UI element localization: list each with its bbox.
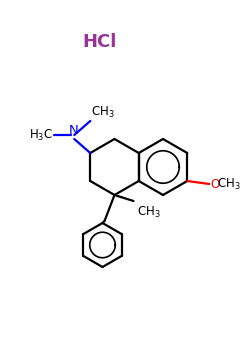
Text: CH$_3$: CH$_3$ bbox=[217, 176, 241, 191]
Text: H$_3$C: H$_3$C bbox=[29, 127, 53, 142]
Text: O: O bbox=[210, 177, 220, 190]
Text: CH$_3$: CH$_3$ bbox=[136, 205, 160, 220]
Text: N: N bbox=[68, 124, 78, 137]
Text: HCl: HCl bbox=[83, 33, 117, 51]
Text: CH$_3$: CH$_3$ bbox=[91, 105, 115, 120]
